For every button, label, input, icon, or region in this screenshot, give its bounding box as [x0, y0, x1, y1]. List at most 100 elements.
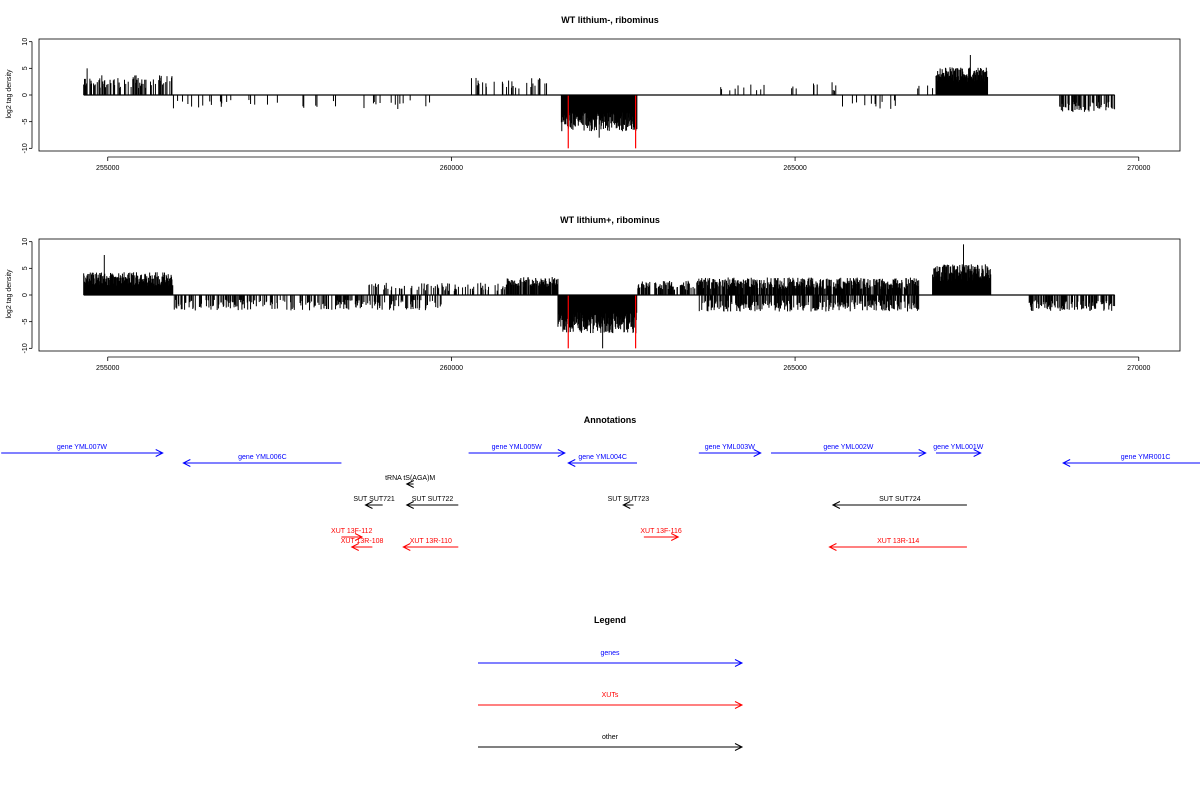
region-markers — [567, 95, 637, 149]
y-tick-label: 5 — [22, 266, 29, 270]
annotation-arrowhead — [405, 480, 414, 488]
annotation-arrowhead — [671, 533, 680, 541]
signal-bars — [83, 55, 1116, 138]
y-tick-label: -10 — [22, 143, 29, 153]
annotation-label: gene YML003W — [705, 444, 755, 451]
plot-frame — [38, 238, 1181, 352]
annotation-feature: XUT 13R-110 — [402, 538, 459, 551]
annotation-feature: gene YML003W — [698, 444, 762, 457]
y-tick-label: 10 — [22, 238, 29, 246]
annotation-label: SUT SUT721 — [353, 496, 395, 503]
x-tick-label: 265000 — [783, 165, 806, 172]
annotation-feature: SUT SUT722 — [405, 496, 459, 509]
legend: Legend genes XUTs other — [478, 615, 744, 751]
legend-arrowhead — [734, 743, 744, 751]
annotation-label: SUT SUT724 — [879, 496, 921, 503]
x-axis: 255000 260000 265000 270000 — [96, 356, 1151, 372]
annotation-arrowhead — [1062, 459, 1071, 467]
panel-title: WT lithium+, ribominus — [560, 215, 660, 225]
y-axis: 10 5 0 -5 -10 — [22, 38, 33, 153]
track-panel-lithium-plus: WT lithium+, ribominus log2 tag density … — [6, 215, 1181, 372]
annotation-label: tRNA tS(AGA)M — [385, 475, 435, 482]
legend-title: Legend — [594, 615, 626, 625]
annotation-label: gene YML005W — [492, 444, 542, 451]
annotation-label: gene YML006C — [238, 454, 287, 461]
legend-entry: XUTs — [478, 692, 744, 709]
y-axis-label: log2 tag density — [6, 269, 13, 319]
annotation-arrowhead — [182, 459, 191, 467]
x-tick-label: 260000 — [440, 165, 463, 172]
annotation-label: gene YML007W — [57, 444, 107, 451]
annotation-arrowhead — [350, 543, 359, 551]
legend-label: other — [602, 734, 619, 741]
annotation-feature: SUT SUT723 — [608, 496, 650, 509]
legend-label: XUTs — [602, 692, 619, 699]
legend-entry: genes — [478, 650, 744, 667]
annotation-label: SUT SUT723 — [608, 496, 650, 503]
annotation-label: XUT 13R-114 — [877, 538, 919, 545]
annotation-arrowhead — [402, 543, 411, 551]
annotation-arrowhead — [354, 533, 364, 541]
annotation-label: XUT 13R-108 — [341, 538, 384, 545]
legend-entries: genes XUTs other — [478, 650, 744, 751]
annotation-label: XUT 13F-116 — [640, 528, 681, 535]
annotation-arrowhead — [567, 459, 576, 467]
annotation-label: gene YMR001C — [1121, 454, 1171, 461]
legend-entry: other — [478, 734, 744, 751]
annotation-arrowhead — [155, 449, 164, 457]
x-tick-label: 265000 — [783, 365, 806, 372]
y-tick-label: 0 — [22, 93, 29, 97]
y-axis: 10 5 0 -5 -10 — [22, 238, 33, 353]
annotation-label: XUT 13F-112 — [331, 528, 372, 535]
y-tick-label: 5 — [22, 66, 29, 70]
legend-label: genes — [600, 650, 620, 657]
annotation-feature: SUT SUT721 — [353, 496, 395, 509]
annotation-arrowhead — [753, 449, 762, 457]
x-tick-label: 255000 — [96, 165, 119, 172]
annotation-feature: SUT SUT724 — [831, 496, 967, 509]
annotation-feature: gene YML007W — [1, 444, 164, 457]
plot-frame — [38, 38, 1181, 152]
annotation-arrowhead — [973, 449, 982, 457]
x-tick-label: 270000 — [1127, 365, 1150, 372]
annotations-title: Annotations — [584, 415, 637, 425]
y-tick-label: 10 — [22, 38, 29, 46]
annotation-label: XUT 13R-110 — [410, 538, 452, 545]
y-tick-label: -10 — [22, 343, 29, 353]
annotation-feature: tRNA tS(AGA)M — [385, 475, 435, 488]
annotation-label: gene YML004C — [578, 454, 627, 461]
annotation-label: gene YML002W — [823, 444, 873, 451]
annotation-feature: gene YML001W — [933, 444, 984, 457]
x-tick-label: 270000 — [1127, 165, 1150, 172]
annotation-features: gene YML007W gene YML006C gene YML005W gene… — [1, 444, 1200, 551]
annotation-arrowhead — [831, 501, 841, 509]
annotation-arrowhead — [622, 501, 631, 509]
annotation-arrowhead — [405, 501, 414, 509]
annotation-arrowhead — [364, 501, 373, 509]
annotation-feature: XUT 13R-108 — [341, 538, 384, 551]
y-axis-label: log2 tag density — [6, 69, 13, 119]
annotation-arrowhead — [918, 449, 927, 457]
annotation-label: SUT SUT722 — [412, 496, 454, 503]
x-tick-label: 260000 — [440, 365, 463, 372]
x-tick-label: 255000 — [96, 365, 119, 372]
signal-bars — [83, 244, 1116, 349]
legend-arrowhead — [734, 701, 744, 709]
annotation-feature: gene YML004C — [567, 454, 637, 467]
track-panel-lithium-minus: WT lithium-, ribominus log2 tag density … — [6, 15, 1181, 172]
legend-arrowhead — [734, 659, 744, 667]
y-tick-label: -5 — [22, 118, 29, 124]
y-tick-label: -5 — [22, 318, 29, 324]
annotation-feature: XUT 13R-114 — [828, 538, 967, 551]
y-tick-label: 0 — [22, 293, 29, 297]
panel-title: WT lithium-, ribominus — [561, 15, 659, 25]
annotation-feature: gene YML006C — [182, 454, 342, 467]
annotation-feature: XUT 13F-116 — [640, 528, 682, 541]
x-axis: 255000 260000 265000 270000 — [96, 156, 1151, 172]
annotation-feature: gene YML005W — [468, 444, 566, 457]
annotation-feature: gene YML002W — [771, 444, 927, 457]
annotation-feature: XUT 13F-112 — [331, 528, 373, 541]
region-markers — [567, 295, 637, 349]
